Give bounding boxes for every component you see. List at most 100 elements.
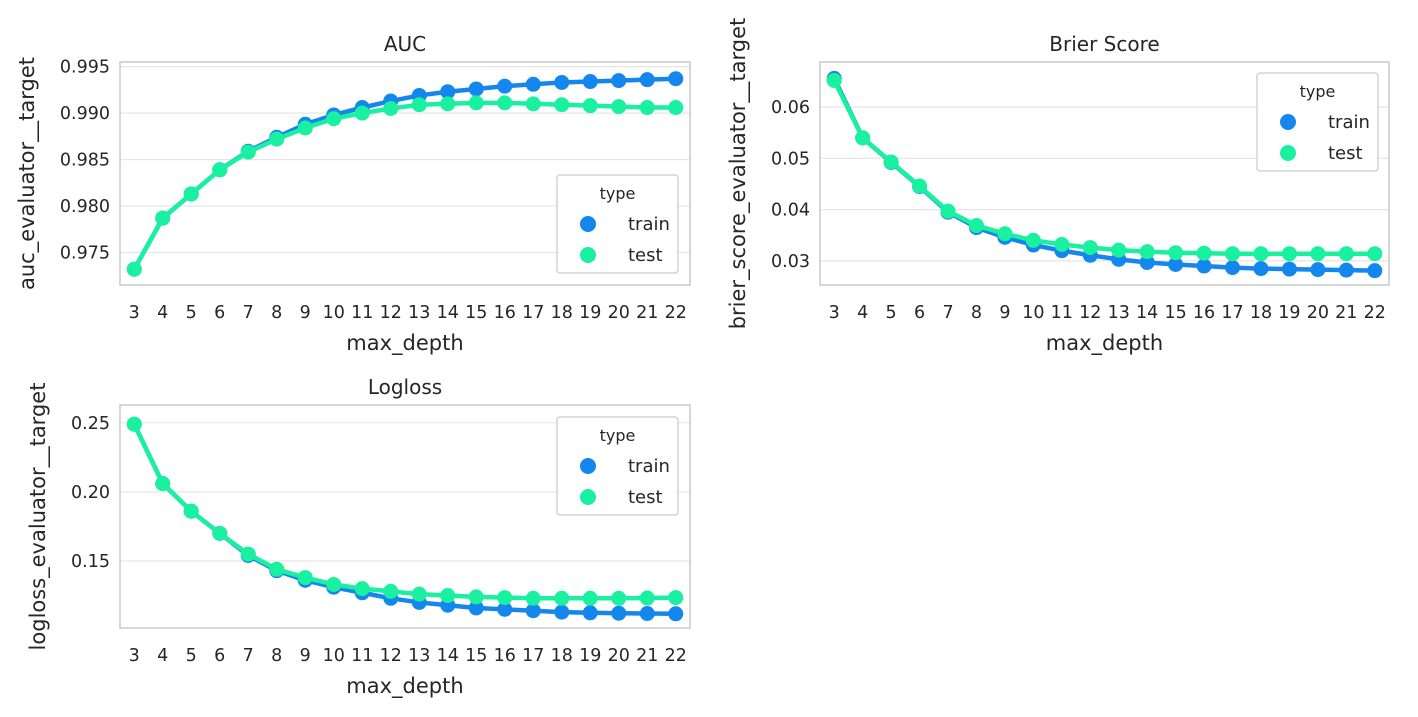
- data-point-test: [1082, 240, 1098, 256]
- x-tick-label: 15: [465, 303, 487, 323]
- x-tick-label: 11: [351, 303, 373, 323]
- x-tick-label: 22: [665, 646, 687, 666]
- x-tick-label: 10: [323, 646, 345, 666]
- data-point-test: [155, 210, 171, 226]
- x-tick-label: 12: [1079, 303, 1101, 323]
- data-point-test: [497, 590, 513, 606]
- data-point-train: [554, 74, 570, 90]
- data-point-train: [1225, 260, 1241, 276]
- data-point-test: [183, 503, 199, 519]
- x-tick-label: 11: [351, 646, 373, 666]
- legend-label-train: train: [1328, 112, 1370, 133]
- data-point-train: [639, 72, 655, 88]
- data-point-test: [440, 588, 456, 604]
- legend: type train test: [1256, 72, 1379, 172]
- x-tick-label: 17: [522, 303, 544, 323]
- data-point-test: [240, 144, 256, 160]
- y-tick-label: 0.995: [60, 58, 110, 78]
- legend: type train test: [556, 174, 679, 274]
- data-point-test: [826, 72, 842, 88]
- x-tick-label: 4: [157, 646, 168, 666]
- y-axis-label: brier_score_evaluator__target: [726, 18, 751, 330]
- y-tick-label: 0.15: [71, 552, 110, 572]
- data-point-test: [1139, 244, 1155, 260]
- data-point-test: [525, 96, 541, 112]
- data-point-test: [668, 100, 684, 116]
- x-tick-label: 5: [886, 303, 897, 323]
- data-point-test: [1111, 242, 1127, 258]
- x-tick-label: 8: [271, 646, 282, 666]
- legend-title: type: [600, 426, 636, 445]
- data-point-test: [639, 100, 655, 116]
- chart-panel-2: 0.03 0.04 0.05 0.06 3 4 5 6 7 8 9 10 11 12 13 14 15 16 17 1…: [726, 18, 1390, 356]
- legend-marker-test: [1280, 145, 1296, 161]
- legend-marker-train: [580, 216, 596, 232]
- x-tick-label: 17: [522, 646, 544, 666]
- legend-title: type: [1300, 82, 1336, 101]
- data-point-train: [1338, 262, 1354, 278]
- x-tick-label: 5: [186, 303, 197, 323]
- x-tick-label: 18: [1250, 303, 1272, 323]
- x-tick-label: 21: [636, 303, 658, 323]
- data-point-test: [383, 100, 399, 116]
- data-point-train: [525, 76, 541, 92]
- x-tick-label: 8: [971, 303, 982, 323]
- data-point-train: [1367, 263, 1383, 279]
- data-point-test: [497, 95, 513, 111]
- x-tick-label: 18: [551, 646, 573, 666]
- data-point-test: [940, 203, 956, 219]
- data-point-test: [155, 476, 171, 492]
- chart-panel-3: 0.15 0.20 0.25 3 4 5 6 7 8 9 10 11 12 13 14 15 16 17 18 19 2…: [26, 375, 691, 699]
- legend-label-train: train: [628, 214, 670, 235]
- x-tick-label: 21: [636, 646, 658, 666]
- x-tick-label: 14: [437, 646, 459, 666]
- y-axis-label: auc_evaluator__target: [15, 57, 40, 290]
- y-tick-label: 0.04: [771, 201, 810, 221]
- x-axis-label: max_depth: [346, 674, 463, 699]
- y-tick-label: 0.975: [60, 243, 110, 263]
- data-point-train: [611, 605, 627, 621]
- data-point-test: [883, 154, 899, 170]
- y-axis-label: logloss_evaluator__target: [26, 383, 51, 651]
- data-point-test: [1367, 246, 1383, 262]
- data-point-train: [468, 81, 484, 97]
- data-point-test: [468, 589, 484, 605]
- x-tick-label: 13: [408, 646, 430, 666]
- data-point-test: [240, 546, 256, 562]
- data-point-test: [126, 416, 142, 432]
- x-tick-label: 7: [243, 646, 254, 666]
- x-tick-label: 16: [494, 303, 516, 323]
- data-point-test: [126, 261, 142, 277]
- data-point-test: [1310, 246, 1326, 262]
- data-point-test: [582, 98, 598, 114]
- y-tick-label: 0.20: [71, 483, 110, 503]
- data-point-test: [326, 111, 342, 127]
- legend-marker-test: [580, 489, 596, 505]
- data-point-train: [440, 84, 456, 100]
- data-point-test: [354, 105, 370, 121]
- data-point-test: [269, 131, 285, 147]
- data-point-train: [582, 605, 598, 621]
- x-tick-label: 13: [1108, 303, 1130, 323]
- data-point-test: [1338, 246, 1354, 262]
- data-point-test: [1281, 246, 1297, 262]
- legend-label-test: test: [628, 487, 663, 508]
- data-point-train: [525, 603, 541, 619]
- data-point-test: [326, 576, 342, 592]
- x-tick-label: 14: [437, 303, 459, 323]
- y-tick-label: 0.25: [71, 414, 110, 434]
- x-tick-label: 21: [1335, 303, 1357, 323]
- x-tick-label: 5: [186, 646, 197, 666]
- x-tick-label: 9: [999, 303, 1010, 323]
- y-tick-label: 0.985: [60, 151, 110, 171]
- legend: type train test: [556, 416, 679, 516]
- plot-frame: [119, 404, 691, 629]
- data-point-test: [968, 218, 984, 234]
- x-tick-label: 22: [1364, 303, 1386, 323]
- x-tick-label: 12: [380, 303, 402, 323]
- data-point-test: [1196, 245, 1212, 261]
- legend-label-train: train: [628, 456, 670, 477]
- x-tick-label: 17: [1221, 303, 1243, 323]
- x-tick-label: 19: [579, 646, 601, 666]
